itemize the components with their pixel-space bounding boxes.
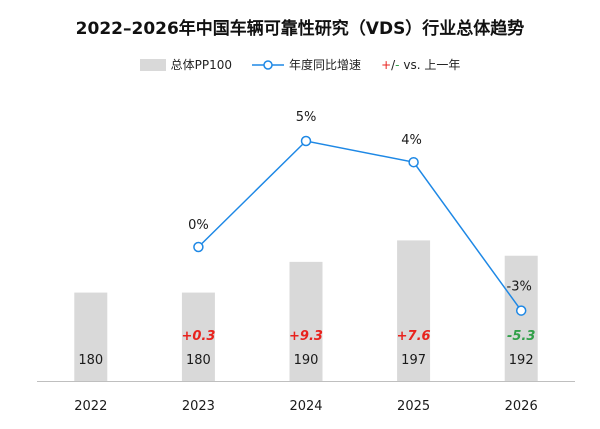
x-tick-label-2023: 2023: [182, 399, 215, 414]
growth-point-2026: [515, 305, 527, 316]
bar-2024: [289, 261, 323, 381]
bar-2025: [397, 240, 431, 381]
bar-2026: [504, 255, 538, 381]
legend-bar-label: 总体PP100: [170, 58, 233, 72]
bar-value-label-2026: 192: [509, 353, 534, 368]
bar-value-label-2022: 180: [78, 353, 103, 368]
legend-item-bar: 总体PP100: [139, 56, 233, 73]
x-tick-label-2026: 2026: [505, 399, 538, 414]
delta-label-2024: +9.3: [289, 329, 323, 344]
delta-label-2026: -5.3: [507, 329, 535, 344]
growth-label-2024: 5%: [296, 110, 317, 125]
legend-item-delta: + / - vs. 上一年: [381, 56, 460, 73]
legend-delta-label: vs. 上一年: [403, 58, 461, 72]
x-tick-label-2022: 2022: [74, 399, 107, 414]
growth-point-2025: [408, 156, 419, 168]
growth-point-2023: [193, 241, 204, 253]
legend-line-label: 年度同比增速: [289, 58, 362, 72]
legend-bar-swatch: [139, 58, 166, 71]
bar-value-label-2023: 180: [186, 353, 211, 368]
legend-slash: /: [391, 57, 396, 72]
growth-point-2024: [300, 135, 312, 147]
bar-value-label-2024: 190: [294, 353, 319, 368]
delta-label-2023: +0.3: [181, 329, 215, 344]
bar-2023: [181, 292, 215, 381]
legend-minus-sign: -: [395, 57, 400, 72]
bar-value-label-2025: 197: [401, 353, 426, 368]
delta-label-2025: +7.6: [397, 329, 431, 344]
growth-line: [197, 140, 522, 312]
growth-label-2025: 4%: [401, 133, 422, 148]
legend-item-line: 年度同比增速: [252, 56, 361, 73]
x-tick-label-2024: 2024: [289, 399, 322, 414]
chart-legend: 总体PP100 年度同比增速 + / - vs. 上一年: [0, 56, 600, 73]
legend-line-swatch: [252, 59, 285, 70]
growth-label-2023: 0%: [188, 218, 209, 233]
bar-2022: [74, 292, 108, 381]
growth-label-2026: -3%: [507, 280, 532, 295]
x-tick-label-2025: 2025: [397, 399, 430, 414]
chart-title: 2022–2026年中国车辆可靠性研究（VDS）行业总体趋势: [75, 19, 525, 39]
legend-plus-sign: +: [381, 57, 392, 72]
